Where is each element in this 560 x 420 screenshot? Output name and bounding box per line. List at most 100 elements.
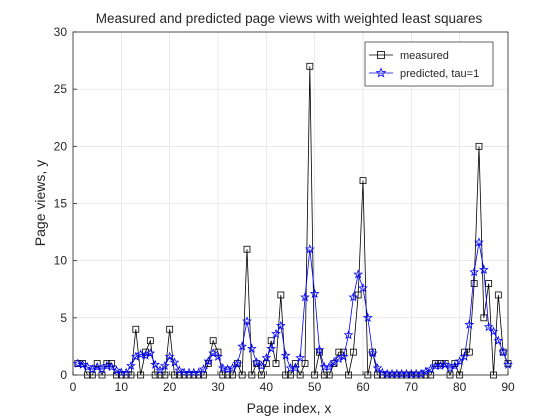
data-point (271, 328, 281, 338)
data-point (354, 291, 362, 299)
data-point (343, 329, 354, 340)
data-point (82, 361, 93, 372)
legend-box (364, 41, 494, 87)
data-point (203, 356, 214, 366)
legend-item-predicted: predicted, tau=1 (369, 67, 479, 80)
data-point (135, 349, 146, 359)
data-point (498, 347, 509, 357)
data-point (150, 359, 161, 369)
y-tick-label: 10 (54, 254, 68, 268)
data-point (309, 288, 320, 298)
data-point (362, 312, 373, 322)
data-point (166, 325, 174, 333)
data-point (251, 357, 262, 367)
data-point (301, 360, 309, 367)
data-point (132, 325, 140, 333)
x-tick-label: 10 (115, 380, 129, 394)
data-point (275, 320, 286, 330)
data-point (243, 245, 251, 253)
data-point (432, 360, 439, 367)
legend-item-measured: measured (369, 50, 449, 62)
data-point (295, 352, 306, 363)
data-point (459, 351, 470, 361)
data-point (198, 364, 209, 374)
data-point (330, 360, 338, 367)
x-tick-label: 30 (211, 380, 225, 394)
data-point (101, 360, 112, 371)
data-point (261, 352, 272, 363)
data-point (164, 351, 175, 361)
data-point (208, 348, 219, 358)
data-point (314, 344, 325, 354)
data-point (488, 326, 499, 336)
data-point (145, 348, 156, 358)
data-point (108, 360, 116, 367)
x-tick-label: 50 (308, 380, 322, 394)
x-tick-label: 0 (70, 380, 77, 394)
y-tick-label: 0 (60, 368, 67, 382)
data-point (478, 264, 489, 274)
data-point (480, 314, 488, 322)
data-point (256, 360, 267, 371)
y-tick-label: 25 (54, 82, 68, 96)
x-axis-label: Page index, x (247, 400, 332, 416)
data-point (358, 282, 368, 293)
data-point (367, 348, 378, 358)
data-point (77, 359, 88, 369)
chart-title: Measured and predicted page views with w… (96, 11, 483, 26)
data-point (246, 343, 257, 353)
data-point (146, 337, 154, 345)
data-point (440, 359, 451, 369)
data-point (483, 321, 494, 332)
y-tick-label: 15 (54, 197, 68, 211)
legend: measured predicted, tau=1 (364, 41, 494, 87)
data-point (306, 62, 314, 70)
data-point (485, 280, 493, 287)
data-point (494, 291, 502, 299)
legend-label-predicted: predicted, tau=1 (400, 68, 479, 80)
data-point (272, 360, 280, 367)
x-tick-label: 70 (405, 380, 419, 394)
data-point (338, 351, 349, 361)
data-point (253, 360, 261, 367)
data-point (209, 337, 217, 345)
data-point (159, 360, 170, 371)
data-point (475, 142, 483, 150)
data-point (213, 351, 223, 361)
y-axis-label: Page views, y (32, 160, 48, 246)
data-point (304, 244, 315, 254)
data-point (242, 316, 252, 326)
data-point (470, 280, 478, 287)
data-point (359, 177, 367, 185)
data-point (372, 363, 383, 373)
legend-label-measured: measured (400, 50, 449, 62)
data-point (469, 266, 480, 277)
data-point (349, 348, 357, 356)
data-point (217, 363, 228, 373)
plot-area: 0 10 20 30 40 50 60 70 80 90 0 5 10 15 20 25 30 (54, 25, 515, 394)
data-point (353, 269, 364, 279)
data-point (126, 360, 136, 371)
data-point (464, 319, 475, 329)
data-point (106, 361, 117, 372)
y-tick-label: 30 (54, 25, 68, 39)
x-tick-label: 60 (356, 380, 370, 394)
legend-marker-measured (377, 51, 385, 59)
data-point (72, 358, 83, 368)
data-point (290, 363, 301, 373)
x-tick-label: 90 (501, 380, 515, 394)
ticks: 0 10 20 30 40 50 60 70 80 90 0 5 10 15 20 25 30 (54, 25, 515, 394)
data-point (121, 367, 132, 377)
data-point (232, 358, 243, 368)
data-point (280, 350, 291, 360)
x-tick-label: 80 (453, 380, 467, 394)
x-tick-label: 20 (163, 380, 177, 394)
data-point (300, 292, 310, 302)
data-point (266, 343, 277, 353)
data-point (92, 361, 103, 372)
data-point (377, 367, 388, 377)
data-point (169, 357, 180, 367)
data-point (474, 237, 484, 247)
data-point (111, 365, 122, 375)
